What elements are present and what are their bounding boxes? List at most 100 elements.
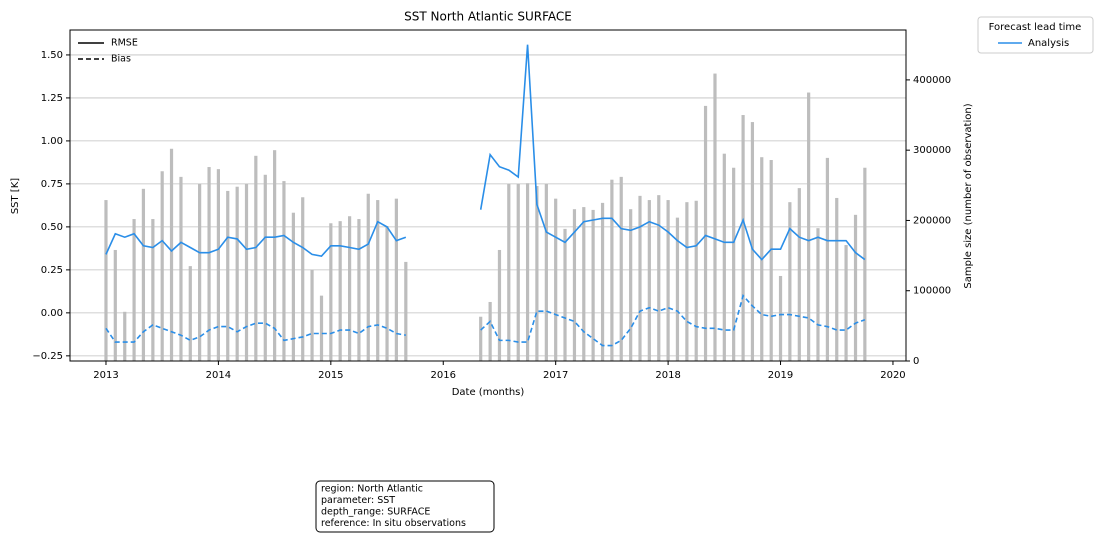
sample-bar [497,249,502,361]
y-tick-label: −0.25 [32,351,63,362]
sample-bar [629,209,633,361]
sample-bar [816,228,820,361]
sample-bar [207,167,211,361]
sample-bar [366,193,370,361]
sample-bar [647,200,651,361]
sample-bar [722,153,726,361]
sample-bar [132,219,136,361]
sample-bar [600,202,605,361]
sample-bar [282,181,286,361]
sample-bar [563,228,567,361]
x-tick-label: 2016 [431,370,456,381]
sample-bar [750,122,755,361]
sample-bar [713,73,717,361]
sample-bar [516,183,520,361]
sample-bar [591,209,595,361]
sample-bar [703,105,708,361]
sample-bar [675,217,680,361]
sample-bar [169,148,174,361]
y-tick-label: 1.50 [41,50,63,61]
sample-bar [113,249,117,361]
info-box [315,480,495,533]
x-tick-label: 2019 [768,370,793,381]
sample-bar [619,176,623,361]
info-line: region: North Atlantic [321,484,423,495]
sample-bar [254,155,258,361]
sample-bar [123,311,127,361]
sample-bar [844,245,848,361]
y-tick-label: 1.25 [41,93,63,104]
lead-legend-title: Forecast lead time [989,22,1082,33]
series-line [105,44,866,261]
sample-bar [778,275,783,361]
sample-bar [394,198,398,361]
sample-bar [160,171,164,361]
info-line: reference: In situ observations [321,518,466,529]
sample-bar [216,169,221,361]
sample-bar [825,157,830,361]
sample-bar [151,219,155,361]
sample-bar [544,183,548,361]
sample-bar [188,266,192,361]
sample-bar [226,190,230,361]
sample-bar [797,188,801,361]
y-tick-label: 0.75 [41,179,63,190]
lead-legend-entry: Analysis [1028,38,1069,49]
chart-title: SST North Atlantic SURFACE [404,10,572,24]
sample-bar [244,183,249,361]
sample-bar [310,269,314,361]
x-tick-label: 2013 [93,370,118,381]
y2-tick-label: 400000 [913,75,951,86]
sample-bar [301,197,305,361]
lead-legend-box [977,16,1094,54]
sample-bar [853,214,858,361]
sample-bar [291,212,295,361]
sample-bar [657,195,661,361]
sample-bar [357,219,361,361]
sample-bar [694,200,698,361]
sample-bar [582,207,586,361]
y-tick-label: 0.50 [41,222,63,233]
sample-bar [638,195,642,361]
sample-bar [104,200,108,361]
sample-bar [685,202,689,361]
sample-bar [525,183,530,361]
sample-bar [348,216,352,361]
legend-label: Bias [111,54,131,65]
sample-bar [479,316,483,361]
y2-tick-label: 200000 [913,215,951,226]
sample-bar [610,179,614,361]
sample-bar [385,226,389,361]
x-axis-label: Date (months) [452,387,525,398]
sample-bar [788,202,792,361]
sample-bar [732,167,736,361]
y-tick-label: 0.00 [41,308,63,319]
sample-bar [769,160,773,361]
sample-bar [666,200,670,361]
legend-label: RMSE [111,38,138,49]
sample-bar [863,167,867,361]
info-line: depth_range: SURFACE [321,507,430,518]
x-tick-label: 2017 [543,370,568,381]
sample-bar [835,197,839,361]
sample-bar [263,174,267,361]
sample-bar [198,183,202,361]
y2-tick-label: 100000 [913,286,951,297]
y2-axis-label: Sample size (number of observation) [963,103,974,288]
sample-bar [235,186,239,361]
sample-bar [554,198,558,361]
x-tick-label: 2014 [206,370,231,381]
sample-bar [741,115,745,362]
x-tick-label: 2018 [655,370,680,381]
sample-bar [319,295,324,361]
sample-bar [141,188,146,361]
y-axis-label: SST [K] [10,178,21,214]
sample-bar [338,221,342,361]
y-tick-label: 0.25 [41,265,63,276]
sample-bar [404,261,408,361]
x-tick-label: 2015 [318,370,343,381]
sample-bar [507,183,511,361]
y2-tick-label: 0 [913,356,919,367]
